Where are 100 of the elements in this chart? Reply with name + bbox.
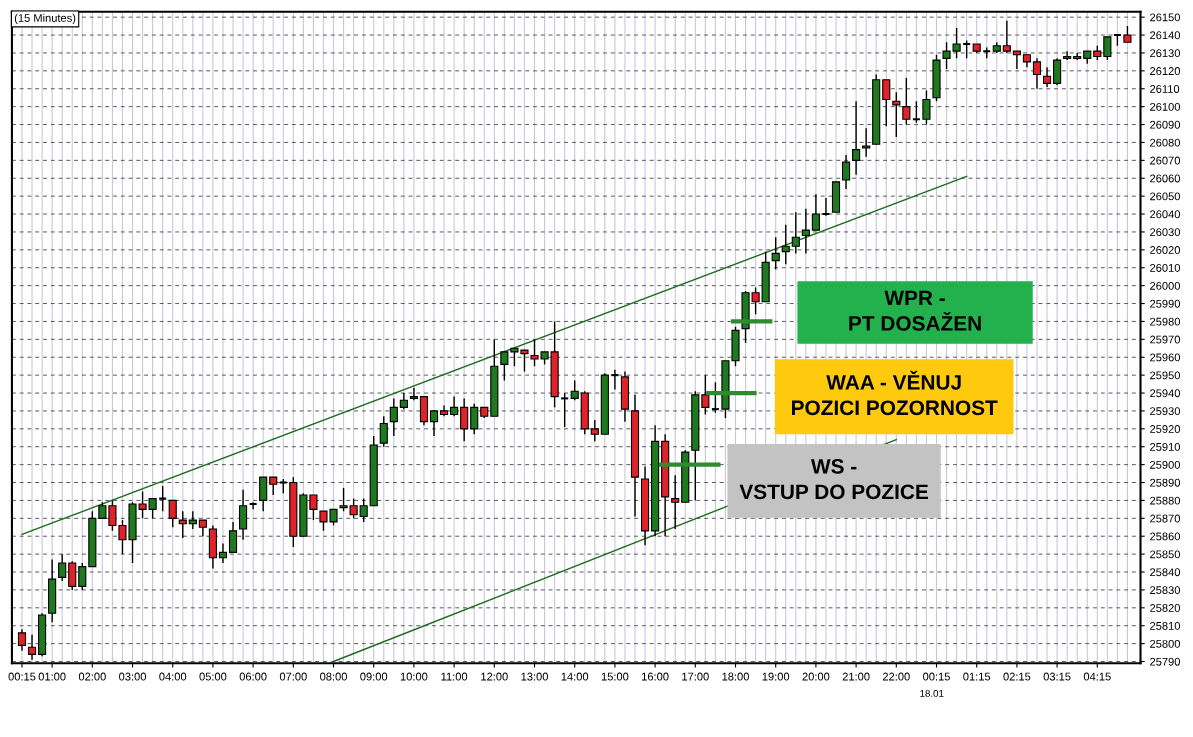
candlestick xyxy=(58,553,67,582)
candlestick xyxy=(68,560,77,591)
annotation: WAA - VĚNUJ POZICI POZORNOST xyxy=(792,370,998,416)
candlestick xyxy=(379,415,388,448)
y-tick-label: 25890 xyxy=(1150,478,1180,487)
candlestick xyxy=(188,510,197,530)
candlestick xyxy=(882,79,891,128)
candlestick xyxy=(248,501,258,511)
annotation: WS - VSTUP DO POZICE xyxy=(739,458,929,500)
y-tick-label: 25910 xyxy=(1150,442,1180,451)
candlestick xyxy=(460,397,469,443)
y-tick-label: 25840 xyxy=(1150,568,1180,577)
chart-title: (15 Minutes) xyxy=(14,13,76,25)
y-tick-label: 26110 xyxy=(1150,85,1180,93)
candlestick xyxy=(801,207,810,255)
y-tick-label: 25800 xyxy=(1150,639,1180,648)
y-tick-label: 25880 xyxy=(1150,496,1180,505)
candlestick xyxy=(178,510,187,539)
candlestick xyxy=(1063,50,1072,61)
candlestick xyxy=(841,154,851,190)
y-tick-label: 25850 xyxy=(1150,550,1180,559)
x-tick-label: 00:15 xyxy=(923,672,950,681)
x-tick-label: 11:00 xyxy=(441,672,468,681)
candlestick xyxy=(1103,36,1112,61)
y-tick-label: 26040 xyxy=(1150,210,1180,219)
x-tick-label: 10:00 xyxy=(400,672,428,681)
candlestick xyxy=(359,497,368,523)
candlestick xyxy=(852,100,861,176)
x-tick-label: 02:15 xyxy=(1003,672,1031,681)
y-tick-label: 25970 xyxy=(1150,335,1180,344)
candlestick xyxy=(811,193,820,231)
y-tick-label: 26050 xyxy=(1150,192,1180,201)
candlestick xyxy=(911,100,921,124)
x-tick-label: 22:00 xyxy=(882,672,910,681)
y-tick-label: 25860 xyxy=(1150,532,1180,541)
y-tick-label: 26060 xyxy=(1150,174,1180,183)
annotation: WPR - PT DOSAŽEN xyxy=(849,290,981,331)
candlestick xyxy=(78,562,87,591)
candlestick xyxy=(17,628,27,652)
y-tick-label: 26090 xyxy=(1150,120,1180,129)
y-tick-label: 26150 xyxy=(1150,13,1180,22)
x-tick-label: 09:00 xyxy=(360,672,388,681)
candlestick xyxy=(922,89,931,126)
candlestick xyxy=(228,521,238,554)
y-tick-label: 25900 xyxy=(1150,460,1180,469)
candlestick xyxy=(389,397,398,437)
candlestick xyxy=(239,488,248,541)
candlestick xyxy=(570,379,579,401)
y-tick-label: 26070 xyxy=(1150,156,1180,165)
x-tick-label: 12:00 xyxy=(481,672,508,681)
candlestick xyxy=(1053,57,1062,86)
y-tick-label: 26130 xyxy=(1150,49,1180,58)
x-tick-label: 04:15 xyxy=(1083,672,1111,681)
candlestick xyxy=(218,542,228,564)
candlestick xyxy=(791,211,800,255)
candlestick xyxy=(671,474,680,530)
candlestick xyxy=(1042,66,1052,88)
y-tick-label: 25940 xyxy=(1150,389,1180,398)
candlestick xyxy=(27,633,37,661)
y-tick-label: 26100 xyxy=(1150,102,1180,111)
y-tick-label: 26010 xyxy=(1150,264,1180,272)
x-tick-label: 07:00 xyxy=(279,672,307,681)
x-tick-label: 06:00 xyxy=(239,672,267,681)
x-tick-label: 00:15 xyxy=(8,672,36,681)
candlestick xyxy=(560,392,570,428)
y-tick-label: 26080 xyxy=(1150,138,1180,147)
candlestick xyxy=(158,485,168,512)
candlestick xyxy=(610,369,620,391)
x-tick-label: 17:00 xyxy=(682,672,709,681)
x-tick-label: 03:15 xyxy=(1043,672,1071,681)
y-tick-label: 25830 xyxy=(1150,586,1180,595)
candlestick xyxy=(862,127,871,158)
candlestick xyxy=(781,224,790,265)
y-tick-label: 25980 xyxy=(1150,317,1180,326)
y-tick-label: 25790 xyxy=(1150,657,1180,666)
candlestick xyxy=(1002,20,1011,54)
candlestick xyxy=(429,410,439,437)
x-tick-label: 03:00 xyxy=(119,672,146,681)
candlestick xyxy=(470,403,479,435)
x-tick-label: 08:00 xyxy=(320,672,347,681)
candlestick xyxy=(450,395,459,417)
candlestick xyxy=(771,236,780,271)
y-tick-label: 25810 xyxy=(1150,621,1180,630)
x-tick-label: 04:00 xyxy=(159,672,187,681)
y-tick-label: 25870 xyxy=(1150,514,1180,523)
y-tick-label: 25990 xyxy=(1150,299,1180,308)
x-tick-label: 21:00 xyxy=(842,672,870,681)
x-tick-label: 16:00 xyxy=(642,672,669,681)
candlestick xyxy=(892,91,901,138)
x-tick-label: 01:15 xyxy=(963,672,991,681)
candlestick xyxy=(701,374,710,416)
x-tick-label: 05:00 xyxy=(199,672,227,681)
candlestick xyxy=(821,197,831,217)
candlestick xyxy=(168,499,177,528)
x-tick-label: 20:00 xyxy=(802,672,830,681)
y-tick-label: 25820 xyxy=(1150,604,1180,612)
y-tick-label: 25960 xyxy=(1150,353,1180,362)
x-tick-label: 01:00 xyxy=(38,672,66,681)
candlestick xyxy=(902,77,911,126)
x-tick-label: 13:00 xyxy=(521,672,548,681)
